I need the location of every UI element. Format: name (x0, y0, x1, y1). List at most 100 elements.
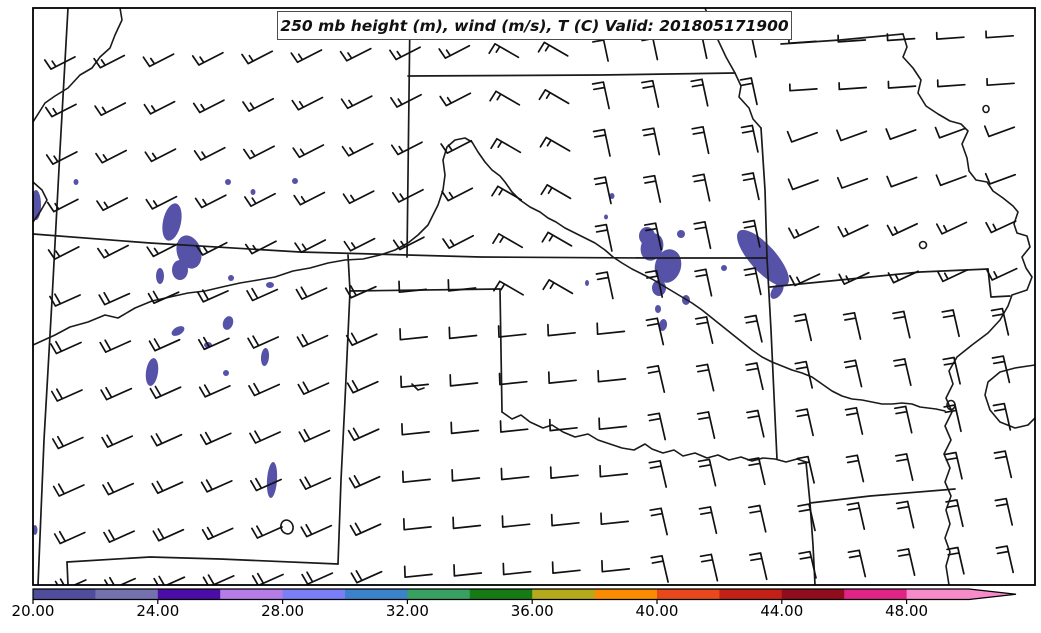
precip-blob (292, 178, 298, 184)
wind-barb (935, 174, 967, 187)
wind-barb (246, 287, 279, 302)
wind-barb (694, 316, 714, 345)
wind-barb (648, 459, 668, 488)
wind-barb (550, 513, 580, 527)
wind-barb (593, 176, 612, 205)
wind-barb (788, 83, 818, 92)
border-lat40-ks-ne (407, 72, 736, 77)
wind-barb (389, 46, 421, 61)
wind-barb (693, 220, 712, 250)
wind-barb (46, 198, 79, 213)
colorbar-segment (33, 589, 96, 600)
precip-blob (609, 193, 615, 199)
wind-barb (893, 358, 912, 387)
colorbar-outline (32, 588, 1017, 601)
wind-barb (795, 408, 814, 437)
wind-barb (747, 504, 767, 533)
precip-blob (162, 203, 182, 241)
river-arkansas-river (33, 137, 946, 412)
wind-barb (886, 33, 916, 42)
wind-barb (249, 430, 281, 444)
wind-barb (151, 480, 184, 495)
precip-blob (250, 189, 256, 195)
wind-barb (691, 125, 710, 155)
map-frame (32, 7, 1036, 586)
wind-barb (740, 124, 759, 153)
wind-barb (103, 529, 135, 543)
wind-barb (243, 145, 275, 160)
wind-barb (793, 313, 813, 342)
precip-blob (655, 305, 661, 313)
precip-blob (171, 326, 185, 336)
wind-barb (747, 457, 766, 486)
wind-barb (142, 53, 175, 68)
wind-barb (452, 516, 482, 530)
wind-barb (251, 572, 284, 585)
wind-barb (101, 434, 134, 448)
colorbar-segment (532, 589, 596, 600)
wind-barb (641, 79, 660, 108)
wind-barb (398, 280, 428, 294)
wind-barb (934, 126, 966, 139)
colorbar-segment (719, 589, 783, 600)
wind-barb (743, 267, 762, 296)
wind-barb (837, 34, 867, 43)
wind-barb (146, 243, 179, 258)
wind-barb (501, 515, 531, 528)
wind-barb (200, 479, 233, 493)
wind-barb (649, 507, 668, 536)
wind-barb (149, 385, 182, 400)
wind-barb (347, 427, 380, 442)
border-lat37-co-nm-ks-ok (33, 233, 768, 259)
wind-barb (936, 269, 969, 283)
wind-barb (144, 148, 177, 163)
wind-barb (193, 146, 226, 161)
colorbar-segment (469, 589, 533, 600)
wind-barb (343, 237, 376, 252)
colorbar-tick-label: 20.00 (11, 602, 55, 620)
wind-barb (95, 149, 128, 164)
colorbar-tick-label: 40.00 (635, 602, 679, 620)
colorbar-segment (844, 589, 908, 600)
wind-barb (896, 548, 916, 577)
wind-barb (50, 340, 82, 355)
plot-area (33, 8, 1035, 585)
wind-barb (698, 506, 718, 535)
wind-barb (99, 339, 132, 353)
colorbar-segment (657, 589, 720, 600)
precip-blob (770, 283, 784, 299)
wind-barb (50, 388, 83, 402)
wind-barb (943, 404, 962, 433)
border-lat33-ar-la (809, 488, 956, 504)
wind-barb (152, 528, 185, 542)
precip-blob (266, 282, 274, 288)
wind-barb (147, 290, 180, 305)
colorbar-segment (407, 589, 471, 600)
wind-barbs-layer (43, 29, 1018, 585)
wind-barb (339, 47, 372, 62)
wind-barb (104, 576, 136, 585)
wind-barb (748, 552, 768, 581)
precip-blob (225, 179, 231, 185)
precip-blob (73, 179, 79, 185)
wind-barb (838, 271, 870, 285)
wind-barb (348, 475, 381, 489)
precip-blob (658, 319, 668, 331)
wind-barb (498, 372, 528, 386)
state-borders-layer (33, 8, 1011, 585)
wind-barb (197, 336, 230, 351)
wind-barb (345, 332, 378, 347)
wind-barb (539, 136, 571, 152)
wind-barb (887, 270, 919, 284)
wind-barb (241, 50, 274, 65)
precip-blob (156, 268, 164, 284)
wind-barb (244, 240, 277, 255)
wind-barb (600, 512, 630, 526)
wind-barb (541, 231, 573, 247)
border-tx-panhandle-east (499, 288, 503, 413)
wind-barb (598, 417, 628, 431)
wind-barb (797, 503, 816, 532)
lake-oval-mo (918, 240, 928, 250)
wind-barb (53, 530, 86, 545)
